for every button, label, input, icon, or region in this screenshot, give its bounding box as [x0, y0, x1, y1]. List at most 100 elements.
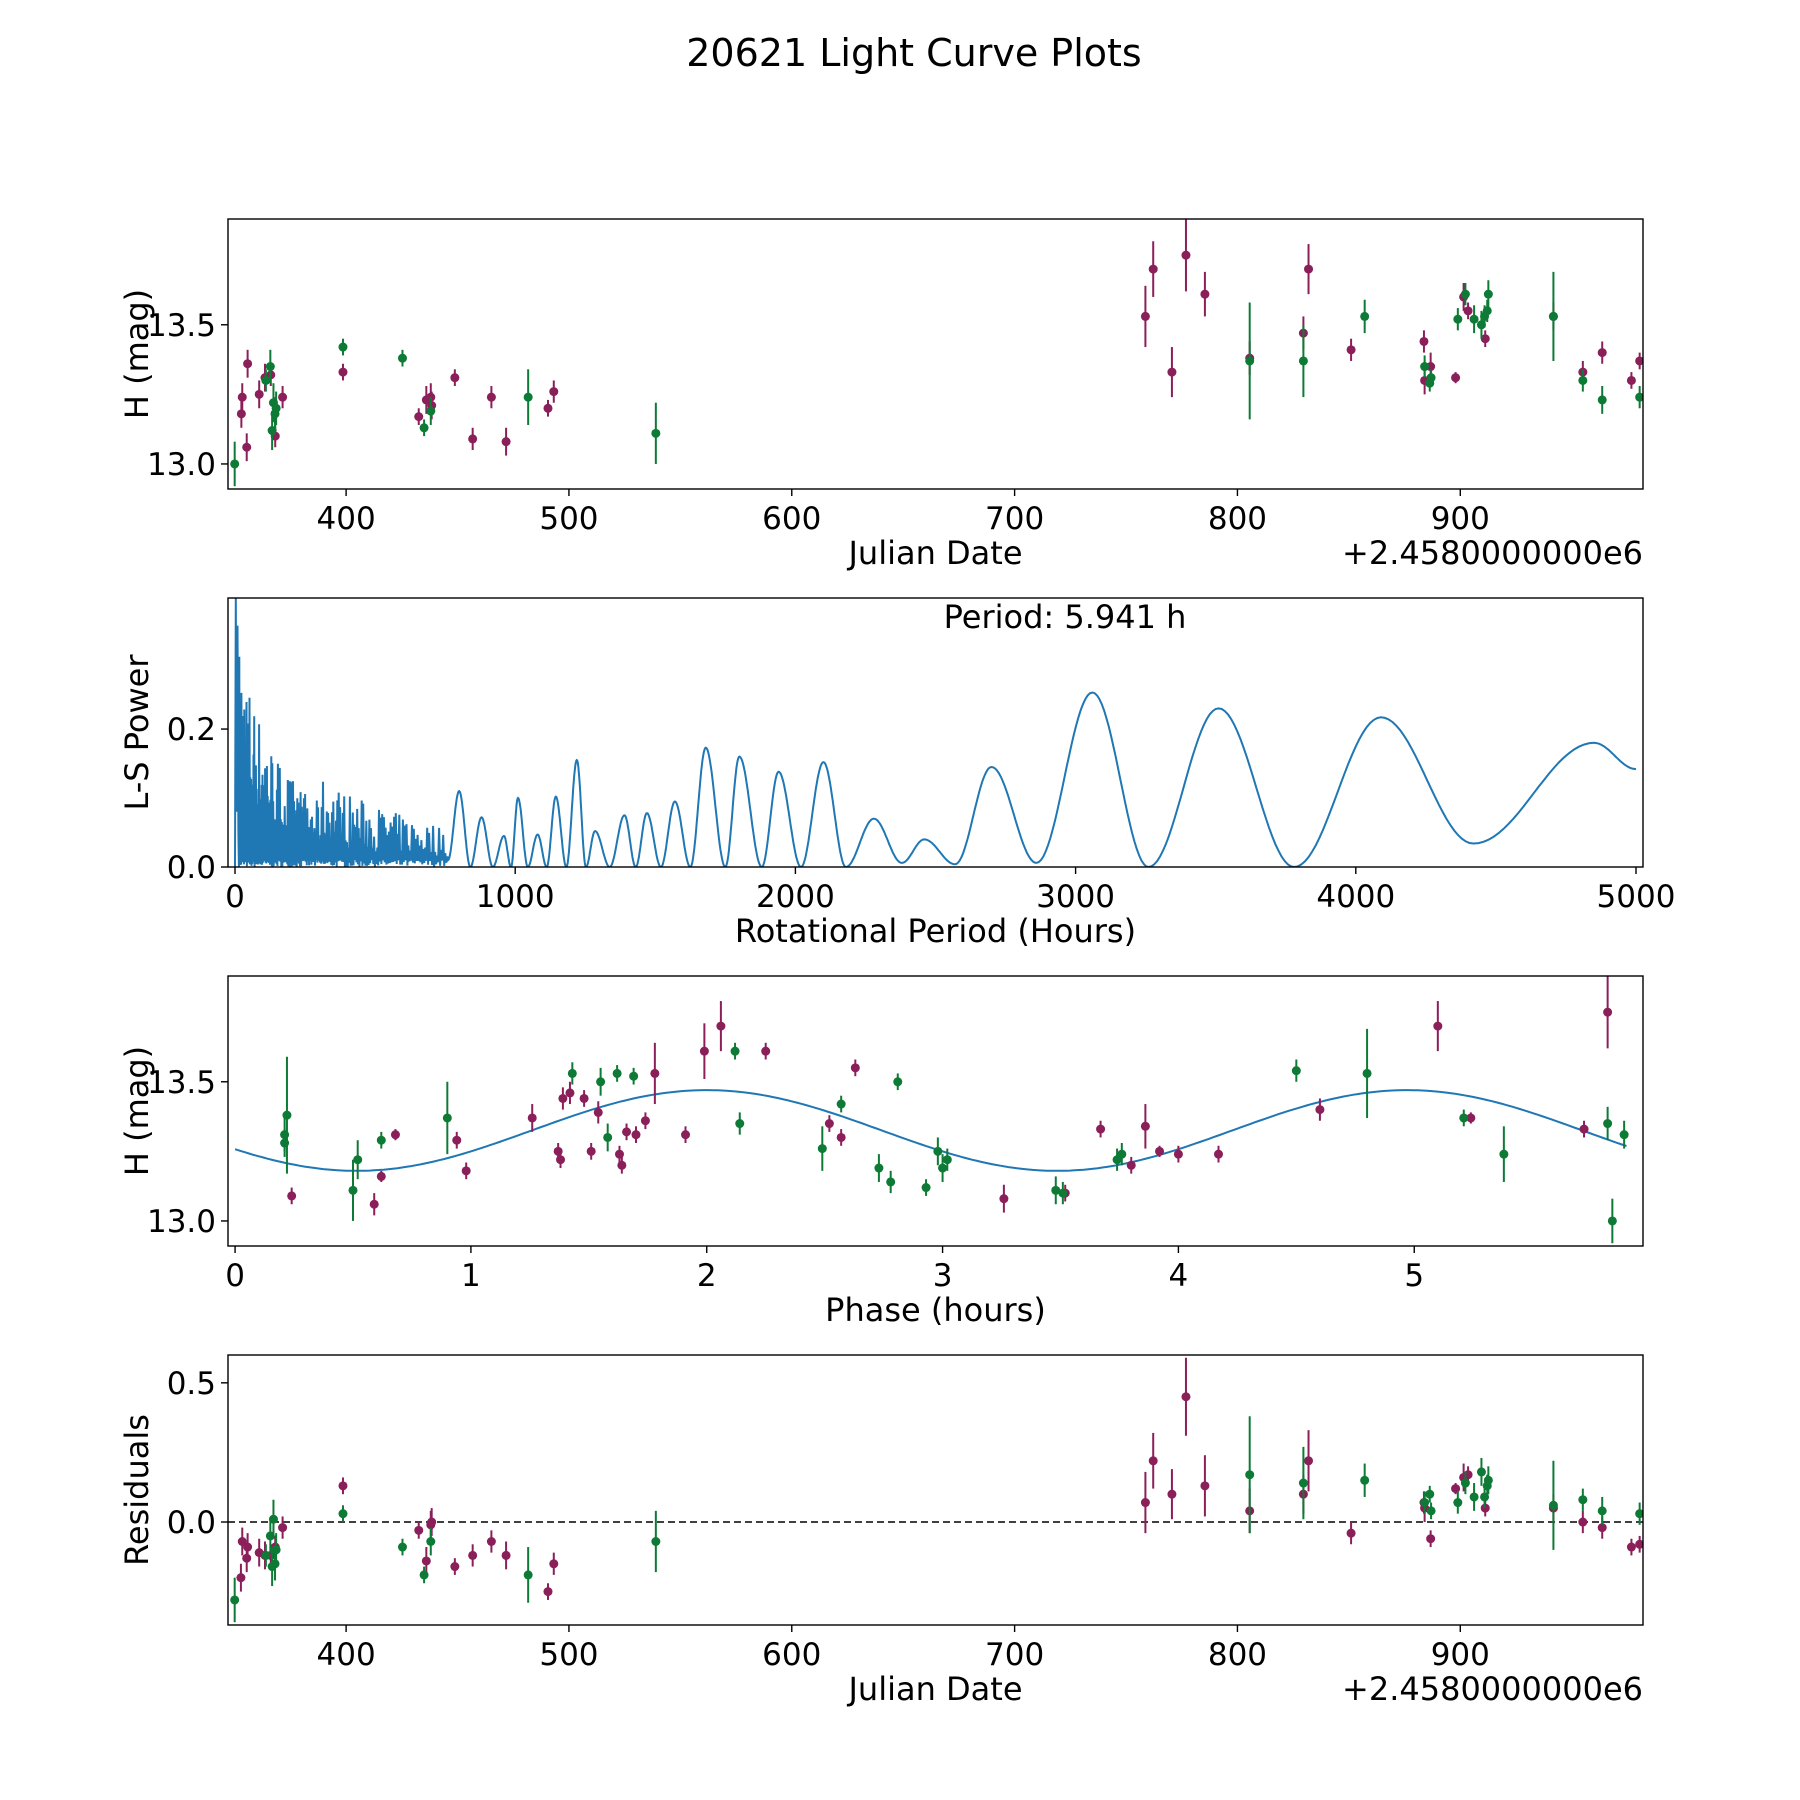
y-axis-label: H (mag) — [118, 289, 156, 419]
plot-area — [230, 219, 1643, 487]
data-point — [1173, 1149, 1183, 1159]
series-a — [287, 976, 1613, 1216]
axes-frame — [227, 975, 1644, 1247]
x-tick-label: 0 — [225, 879, 245, 915]
data-point — [1469, 1492, 1479, 1502]
data-point — [287, 1191, 297, 1201]
data-point — [921, 1183, 931, 1193]
data-point — [468, 1550, 478, 1560]
data-point — [730, 1046, 740, 1056]
y-tick-label: 13.5 — [147, 1065, 216, 1101]
y-tick-label: 0.0 — [167, 1505, 216, 1541]
data-point — [1315, 1105, 1325, 1115]
data-point — [1548, 1500, 1558, 1510]
y-tick-label: 0.5 — [167, 1366, 216, 1402]
data-point — [237, 1536, 247, 1546]
data-point — [622, 1127, 632, 1137]
data-point — [468, 434, 478, 444]
data-point — [1597, 395, 1607, 405]
series-b — [280, 1028, 1629, 1244]
data-point — [1362, 1068, 1372, 1078]
x-tick-label: 3000 — [1036, 879, 1115, 915]
data-point — [426, 406, 436, 416]
series-b — [230, 271, 1643, 487]
data-point — [254, 389, 264, 399]
data-point — [1181, 1392, 1191, 1402]
data-point — [523, 1570, 533, 1580]
data-point — [549, 387, 559, 397]
data-point — [450, 373, 460, 383]
data-point — [242, 442, 252, 452]
data-point — [278, 392, 288, 402]
data-point — [414, 412, 424, 422]
data-point — [614, 1149, 624, 1159]
x-tick-label: 4000 — [1316, 879, 1395, 915]
data-point — [1298, 356, 1308, 366]
data-point — [1140, 311, 1150, 321]
data-point — [1460, 1478, 1470, 1488]
data-point — [1298, 1478, 1308, 1488]
data-point — [1426, 1534, 1436, 1544]
panel-1: 400 500 600 700 800 900 13.0 13.5 Julian Date H (… — [118, 218, 1644, 572]
data-point — [1426, 373, 1436, 383]
data-point — [270, 1559, 280, 1569]
data-point — [938, 1163, 948, 1173]
data-point — [230, 1595, 240, 1605]
y-tick-label: 0.2 — [167, 712, 216, 748]
data-point — [501, 437, 511, 447]
data-point — [651, 428, 661, 438]
data-point — [1304, 1456, 1314, 1466]
data-point — [1626, 375, 1636, 385]
plot-area — [234, 598, 1637, 867]
x-tick-label: 800 — [1208, 1637, 1267, 1673]
data-point — [836, 1132, 846, 1142]
x-tick-label: 2 — [697, 1258, 717, 1294]
data-point — [1635, 1509, 1643, 1519]
data-point — [1579, 1124, 1589, 1134]
data-point — [486, 1536, 496, 1546]
data-point — [817, 1144, 827, 1154]
data-point — [1433, 1021, 1443, 1031]
data-point — [593, 1107, 603, 1117]
x-tick-label: 500 — [539, 1637, 598, 1673]
data-point — [427, 1517, 437, 1527]
data-point — [1200, 289, 1210, 299]
data-point — [1126, 1160, 1136, 1170]
data-point — [452, 1135, 462, 1145]
data-point — [629, 1071, 639, 1081]
data-point — [1346, 345, 1356, 355]
x-axis-label: Phase (hours) — [825, 1291, 1046, 1329]
data-point — [586, 1146, 596, 1156]
data-point — [450, 1562, 460, 1572]
data-point — [558, 1093, 568, 1103]
plot-area — [228, 1357, 1643, 1623]
data-point — [1480, 334, 1490, 344]
data-point — [353, 1155, 363, 1165]
data-point — [1304, 264, 1314, 274]
figure-title: 20621 Light Curve Plots — [686, 31, 1141, 75]
data-point — [761, 1046, 771, 1056]
data-point — [1626, 1542, 1636, 1552]
data-point — [1603, 1119, 1613, 1129]
data-point — [1548, 311, 1558, 321]
data-point — [1578, 1495, 1588, 1505]
data-point — [596, 1077, 606, 1087]
x-tick-label: 0 — [225, 1258, 245, 1294]
periodogram-line — [234, 598, 1637, 867]
data-point — [338, 1481, 348, 1491]
data-point — [1426, 1506, 1436, 1516]
data-point — [1453, 314, 1463, 324]
data-point — [338, 367, 348, 377]
data-point — [461, 1166, 471, 1176]
data-point — [824, 1119, 834, 1129]
data-point — [893, 1077, 903, 1087]
y-axis-label: Residuals — [118, 1414, 156, 1566]
data-point — [1451, 373, 1461, 383]
data-point — [376, 1135, 386, 1145]
data-point — [523, 392, 533, 402]
data-point — [1483, 289, 1493, 299]
data-point — [1155, 1146, 1165, 1156]
data-point — [1148, 264, 1158, 274]
x-tick-label: 3 — [933, 1258, 953, 1294]
